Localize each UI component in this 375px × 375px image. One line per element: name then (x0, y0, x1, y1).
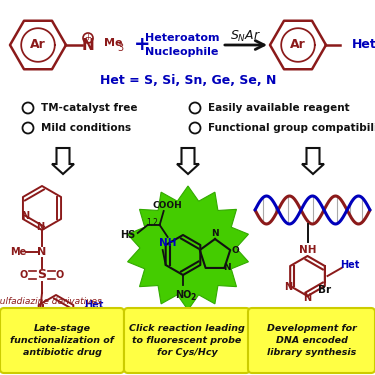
Text: TM-catalyst free: TM-catalyst free (41, 103, 138, 113)
Text: O: O (56, 270, 64, 280)
Text: 2: 2 (190, 294, 196, 303)
Text: N: N (211, 230, 219, 238)
Text: Sulfadiazine derivatives: Sulfadiazine derivatives (0, 297, 102, 306)
Text: 3: 3 (117, 43, 123, 53)
Text: Het: Het (352, 39, 375, 51)
Text: +: + (85, 33, 92, 42)
Text: NO: NO (175, 290, 191, 300)
Text: N: N (36, 222, 44, 232)
Text: Ar: Ar (30, 39, 46, 51)
Text: O: O (231, 246, 239, 255)
FancyArrow shape (177, 148, 199, 174)
Text: Development for
DNA encoded
library synthesis: Development for DNA encoded library synt… (267, 324, 356, 357)
Text: $\it{S_NAr}$: $\it{S_NAr}$ (230, 28, 262, 44)
Text: Het: Het (84, 300, 104, 310)
Text: +: + (134, 36, 150, 54)
Text: NH: NH (299, 245, 316, 255)
Text: N: N (303, 293, 312, 303)
FancyArrow shape (52, 148, 74, 174)
Text: Late-stage
functionalization of
antibiotic drug: Late-stage functionalization of antibiot… (10, 324, 114, 357)
Text: N: N (82, 38, 94, 52)
Text: Heteroatom: Heteroatom (145, 33, 219, 43)
Text: 1,2: 1,2 (146, 217, 158, 226)
Text: Br: Br (318, 285, 332, 295)
FancyBboxPatch shape (124, 308, 250, 373)
Text: N: N (21, 211, 29, 221)
Text: N: N (38, 247, 46, 257)
FancyBboxPatch shape (248, 308, 375, 373)
Text: N: N (224, 264, 231, 273)
Text: Me: Me (104, 38, 123, 48)
Text: Nucleophile: Nucleophile (146, 47, 219, 57)
Text: Ar: Ar (290, 39, 306, 51)
FancyArrow shape (302, 148, 324, 174)
Text: Click reaction leading
to fluorescent probe
for Cys/Hcy: Click reaction leading to fluorescent pr… (129, 324, 245, 357)
Text: Functional group compatibility: Functional group compatibility (208, 123, 375, 133)
Text: O: O (20, 270, 28, 280)
Text: HS: HS (120, 230, 135, 240)
Text: Het: Het (340, 260, 359, 270)
Text: Easily available reagent: Easily available reagent (208, 103, 350, 113)
Text: S: S (38, 268, 46, 282)
FancyBboxPatch shape (0, 308, 124, 373)
Text: N: N (284, 282, 292, 292)
Text: Mild conditions: Mild conditions (41, 123, 131, 133)
Polygon shape (128, 186, 249, 310)
Text: COOH: COOH (153, 201, 183, 210)
Text: Me: Me (10, 247, 26, 257)
Text: NH: NH (159, 238, 176, 248)
Text: Het = S, Si, Sn, Ge, Se, N: Het = S, Si, Sn, Ge, Se, N (100, 74, 276, 87)
